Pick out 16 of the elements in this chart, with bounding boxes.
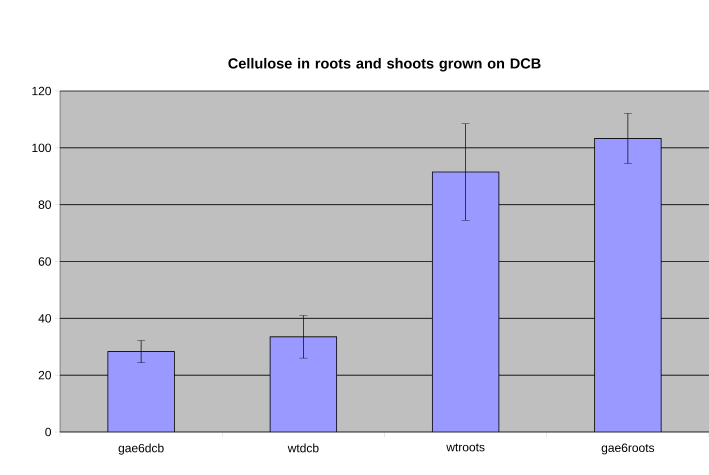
x-tick-label: wtroots [446, 444, 485, 452]
bar [270, 336, 338, 432]
y-tick-label: 80 [38, 200, 52, 209]
y-tick-label: 100 [32, 144, 52, 152]
y-tick-label: 60 [38, 257, 52, 266]
y-tick-label: 0 [45, 428, 52, 436]
x-tick-label: gae6dcb [118, 444, 164, 455]
bar [107, 351, 175, 432]
y-tick-label: 40 [38, 314, 52, 323]
x-tick-label: wtdcb [288, 444, 319, 452]
bar [594, 138, 662, 432]
x-tick-label: gae6roots [602, 444, 654, 454]
y-tick-label: 120 [32, 86, 52, 96]
bar [432, 172, 500, 432]
y-tick-label: 20 [38, 370, 52, 380]
chart-title: Cellulose in roots and shoots grown on DCB [228, 58, 541, 72]
